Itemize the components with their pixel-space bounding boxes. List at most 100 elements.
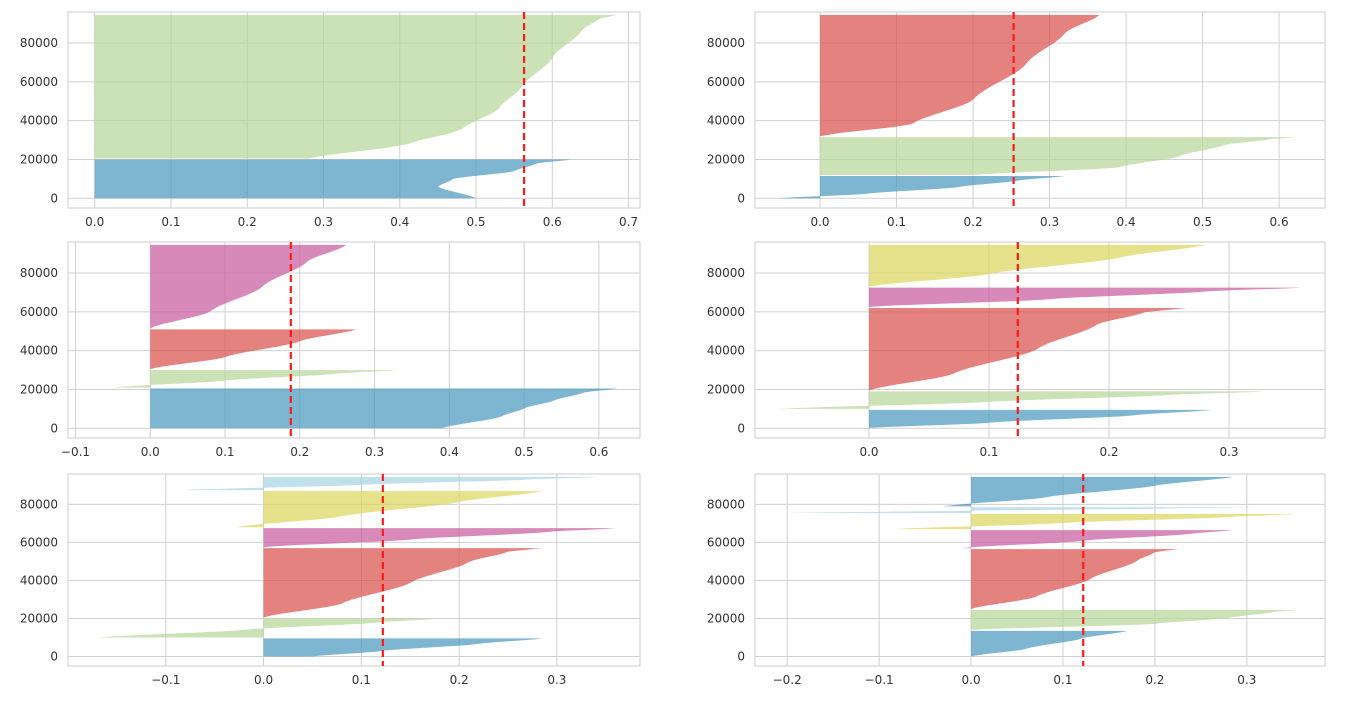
y-tick-label: 40000 (20, 344, 58, 358)
y-tick-label: 80000 (707, 36, 745, 50)
x-tick-label: 0.1 (352, 673, 371, 687)
silhouette-plot-4: 0.0 0.1 0.2 0.3 0 20000 40000 60000 80000 (707, 241, 1326, 459)
x-tick-label: 0.6 (589, 445, 608, 459)
x-tick-label: 0.6 (1270, 215, 1289, 229)
silhouette-cluster (150, 329, 356, 370)
x-tick-label: −0.1 (151, 673, 180, 687)
silhouette-cluster (94, 159, 572, 199)
y-tick-label: 20000 (20, 152, 58, 166)
x-tick-label: 0.3 (1040, 215, 1059, 229)
x-tick-label: 0.2 (1099, 445, 1118, 459)
y-tick-label: 20000 (20, 611, 58, 625)
x-tick-label: 0.5 (515, 445, 534, 459)
silhouette-cluster (112, 370, 397, 388)
y-tick-label: 80000 (20, 266, 58, 280)
x-tick-label: 0.0 (810, 215, 829, 229)
silhouette-cluster (971, 549, 1178, 609)
x-tick-label: 0.3 (365, 445, 384, 459)
x-tick-label: 0.0 (859, 445, 878, 459)
y-tick-label: 80000 (20, 36, 58, 50)
x-tick-label: 0.2 (964, 215, 983, 229)
x-tick-label: 0.1 (1053, 673, 1072, 687)
silhouette-cluster (779, 391, 1265, 409)
x-tick-label: 0.0 (962, 673, 981, 687)
x-tick-label: 0.4 (390, 215, 409, 229)
x-tick-label: 0.1 (887, 215, 906, 229)
x-tick-label: 0.4 (1117, 215, 1136, 229)
y-tick-label: 80000 (707, 497, 745, 511)
y-tick-label: 0 (737, 649, 745, 663)
silhouette-cluster (971, 630, 1128, 657)
y-tick-label: 40000 (20, 114, 58, 128)
silhouette-cluster (869, 287, 1301, 308)
silhouette-cluster (777, 175, 1065, 199)
silhouette-cluster (263, 548, 543, 618)
x-tick-label: 0.5 (466, 215, 485, 229)
y-tick-label: 60000 (20, 305, 58, 319)
x-tick-label: 0.2 (1145, 673, 1164, 687)
silhouette-cluster (236, 491, 543, 528)
x-tick-label: 0.0 (141, 445, 160, 459)
x-tick-label: 0.0 (85, 215, 104, 229)
silhouette-cluster (263, 638, 543, 657)
silhouette-plot-5: −0.1 0.0 0.1 0.2 0.3 0 20000 40000 60000 80000 (20, 473, 641, 687)
silhouette-cluster (961, 530, 1234, 549)
silhouette-cluster (94, 14, 618, 159)
silhouette-cluster (150, 388, 618, 429)
x-tick-label: 0.7 (619, 215, 638, 229)
x-tick-label: 0.3 (547, 673, 566, 687)
x-tick-label: 0.3 (1237, 673, 1256, 687)
silhouette-cluster (150, 244, 347, 329)
silhouette-cluster (787, 507, 1257, 513)
y-tick-label: 20000 (20, 382, 58, 396)
y-tick-label: 40000 (707, 573, 745, 587)
x-tick-label: −0.1 (61, 445, 90, 459)
x-tick-label: 0.0 (254, 673, 273, 687)
x-tick-label: 0.4 (440, 445, 459, 459)
x-tick-label: 0.1 (161, 215, 180, 229)
x-tick-label: 0.3 (1219, 445, 1238, 459)
silhouette-cluster (97, 618, 440, 638)
y-tick-label: 60000 (20, 535, 58, 549)
silhouette-cluster (943, 476, 1234, 507)
x-tick-label: 0.2 (290, 445, 309, 459)
y-tick-label: 40000 (707, 114, 745, 128)
y-tick-label: 40000 (20, 573, 58, 587)
y-tick-label: 60000 (707, 75, 745, 89)
y-tick-label: 80000 (20, 497, 58, 511)
x-tick-label: 0.1 (979, 445, 998, 459)
silhouette-cluster (180, 476, 601, 491)
silhouette-cluster (869, 244, 1205, 287)
x-tick-label: −0.2 (773, 673, 802, 687)
silhouette-cluster (820, 14, 1100, 137)
silhouette-cluster (863, 409, 1211, 429)
silhouette-cluster (971, 609, 1298, 630)
silhouette-plot-6: −0.2 −0.1 0.0 0.1 0.2 0.3 0 20000 40000 60000 8000… (707, 473, 1326, 687)
x-tick-label: 0.3 (314, 215, 333, 229)
silhouette-cluster (892, 513, 1298, 530)
y-tick-label: 40000 (707, 344, 745, 358)
x-tick-label: 0.2 (450, 673, 469, 687)
y-tick-label: 80000 (707, 266, 745, 280)
y-tick-label: 0 (50, 191, 58, 205)
silhouette-plot-3: −0.1 0.0 0.1 0.2 0.3 0.4 0.5 0.6 0 20000 40000 6000… (20, 241, 641, 459)
y-tick-label: 0 (50, 421, 58, 435)
x-tick-label: 0.5 (1193, 215, 1212, 229)
y-tick-label: 60000 (707, 535, 745, 549)
y-tick-label: 60000 (707, 305, 745, 319)
y-tick-label: 0 (737, 421, 745, 435)
silhouette-cluster (263, 528, 616, 548)
silhouette-cluster (869, 307, 1187, 391)
y-tick-label: 20000 (707, 611, 745, 625)
x-tick-label: 0.2 (238, 215, 257, 229)
y-tick-label: 0 (737, 191, 745, 205)
x-tick-label: −0.1 (865, 673, 894, 687)
y-tick-label: 20000 (707, 382, 745, 396)
y-tick-label: 60000 (20, 75, 58, 89)
x-tick-label: 0.1 (215, 445, 234, 459)
silhouette-plot-2: 0.0 0.1 0.2 0.3 0.4 0.5 0.6 0 20000 40000 60000 800… (707, 11, 1326, 229)
silhouette-cluster (820, 137, 1299, 176)
x-tick-label: 0.6 (543, 215, 562, 229)
y-tick-label: 0 (50, 649, 58, 663)
y-tick-label: 20000 (707, 152, 745, 166)
